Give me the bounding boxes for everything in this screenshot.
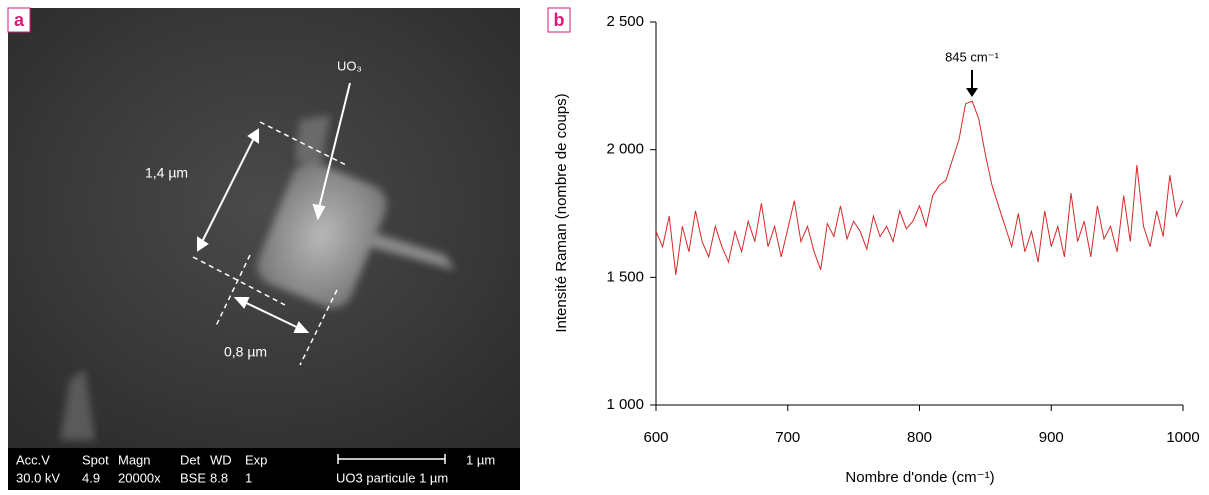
spectrum-chart: b Intensité Raman (nombre de coups) Nomb… xyxy=(547,7,1200,486)
info-header: Exp xyxy=(245,452,267,467)
rod-top xyxy=(295,115,330,170)
scale-bar xyxy=(337,454,446,464)
x-tick-label: 800 xyxy=(907,429,932,446)
scale-label: 1 µm xyxy=(466,452,495,467)
info-header: Spot xyxy=(82,452,109,467)
particle xyxy=(257,162,387,308)
info-header: Acc.V xyxy=(16,452,50,467)
width-label: 0,8 µm xyxy=(224,344,267,360)
y-tick-label: 1 000 xyxy=(606,396,644,413)
info-header: Magn xyxy=(118,452,151,467)
sample-label: UO3 particule 1 µm xyxy=(336,470,448,485)
info-value: 8.8 xyxy=(210,470,228,485)
y-tick-label: 2 500 xyxy=(606,13,644,30)
x-tick-label: 600 xyxy=(643,429,668,446)
info-bar xyxy=(8,448,520,490)
arrow-head xyxy=(233,297,310,333)
sem-image: UO₃ 1,4 µm 0,8 µm Acc.V Spot Magn Det WD Exp 3… xyxy=(7,7,520,490)
arrow-head xyxy=(312,203,326,221)
y-axis-label: Intensité Raman (nombre de coups) xyxy=(553,93,570,332)
info-text: Acc.V Spot Magn Det WD Exp 30.0 kV 4.9 20000x BSE… xyxy=(16,452,267,485)
panel-label-box xyxy=(7,7,31,33)
peak-annotation: 845 cm⁻¹ xyxy=(945,49,999,64)
info-header: Det xyxy=(180,452,201,467)
peak-arrow-head xyxy=(966,88,978,97)
x-tick-label: 700 xyxy=(775,429,800,446)
x-tick-label: 900 xyxy=(1039,429,1064,446)
dimension-arrow xyxy=(235,297,308,333)
length-label: 1,4 µm xyxy=(145,165,188,181)
x-axis-label: Nombre d'onde (cm⁻¹) xyxy=(845,469,994,486)
arrow-head xyxy=(197,128,259,252)
y-tick-label: 2 000 xyxy=(606,141,644,158)
pointer-arrow xyxy=(317,82,351,213)
panel-label-box xyxy=(547,7,571,33)
y-tick-label: 1 500 xyxy=(606,268,644,285)
compound-label: UO₃ xyxy=(337,58,362,73)
info-value: 1 xyxy=(245,470,252,485)
info-value: 20000x xyxy=(118,470,161,485)
panel-label: b xyxy=(554,10,565,30)
dashed-guide xyxy=(299,289,338,366)
dashed-guide xyxy=(214,254,251,329)
info-header: WD xyxy=(210,452,232,467)
dimension-arrow xyxy=(197,129,259,251)
info-value: 30.0 kV xyxy=(16,470,60,485)
dashed-guide xyxy=(259,121,349,167)
shadow-particle xyxy=(60,370,95,440)
spectrum-line xyxy=(655,100,1184,275)
info-value: BSE xyxy=(180,470,206,485)
x-tick-label: 1000 xyxy=(1166,429,1199,446)
panel-label: a xyxy=(14,10,25,30)
sem-background xyxy=(8,8,520,448)
info-value: 4.9 xyxy=(82,470,100,485)
